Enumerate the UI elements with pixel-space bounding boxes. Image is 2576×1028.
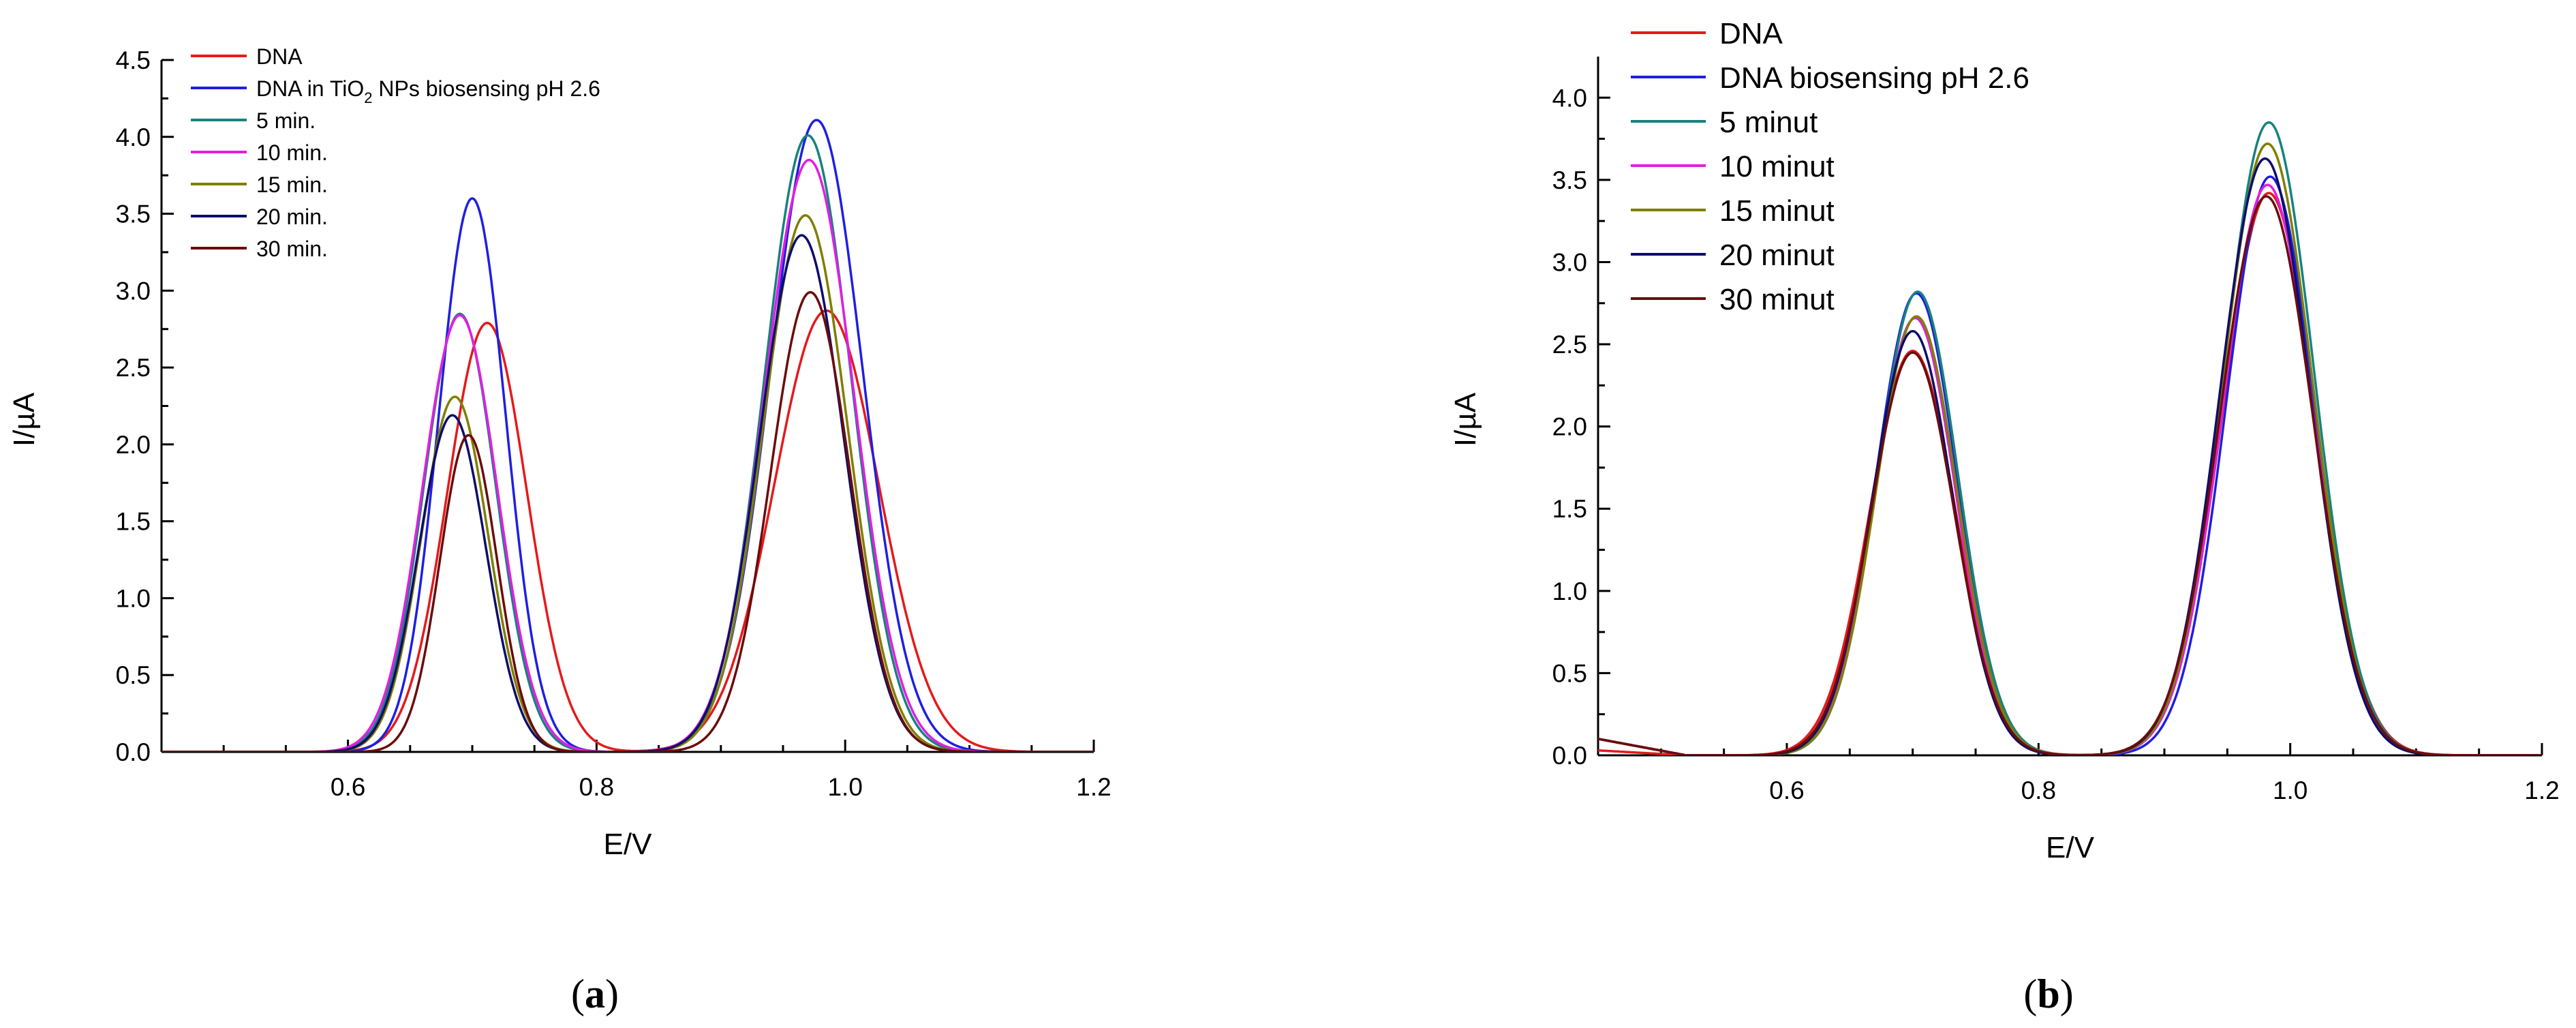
legend-label: DNA in TiO2 NPs biosensing pH 2.6 <box>256 76 600 106</box>
legend-label: DNA <box>256 44 303 69</box>
legend-label: DNA <box>1719 17 1783 50</box>
legend-label-text: 30 minut <box>1719 283 1835 316</box>
y-tick-label: 1.0 <box>1552 577 1587 605</box>
legend-label: 15 minut <box>1719 194 1835 228</box>
legend-label-text: 20 minut <box>1719 239 1835 272</box>
legend-label: 15 min. <box>256 172 328 197</box>
y-tick-label: 3.5 <box>1552 166 1587 194</box>
legend-label: 30 minut <box>1719 283 1835 316</box>
chart-panel-a: 0.0 0.5 1.0 1.5 2.0 2.5 3.0 3.5 4.0 4.5 0.6 0.8 1.0 1… <box>7 44 1111 1016</box>
legend-label-text: 5 min. <box>256 108 316 133</box>
legend-label-rest: NPs biosensing pH 2.6 <box>373 76 600 101</box>
y-tick-label: 3.0 <box>1552 248 1587 276</box>
legend-label: 30 min. <box>256 237 328 261</box>
legend-label: 10 min. <box>256 140 328 165</box>
y-tick-label: 1.5 <box>1552 495 1587 523</box>
legend-label-text: DNA <box>256 44 303 69</box>
x-tick-label: 1.0 <box>2273 776 2307 804</box>
y-tick-label: 0.0 <box>1552 742 1587 770</box>
y-tick-label: 3.5 <box>116 200 151 228</box>
y-tick-label: 2.0 <box>1552 413 1587 441</box>
legend-label: 20 minut <box>1719 239 1835 272</box>
legend-label-text: DNA biosensing pH 2.6 <box>1719 61 2029 95</box>
legend-label-text: 15 minut <box>1719 194 1835 228</box>
x-tick-label: 1.2 <box>2524 776 2559 804</box>
x-tick-label: 0.8 <box>2021 776 2056 804</box>
legend: DNA DNA biosensing pH 2.6 5 minut 10 minut 1… <box>1631 17 2029 316</box>
y-tick-label: 4.0 <box>116 123 151 151</box>
y-axis-label: I/µA <box>7 392 41 447</box>
legend-label: 20 min. <box>256 205 328 229</box>
legend-label: 10 minut <box>1719 150 1835 183</box>
x-tick-label: 0.6 <box>331 773 365 801</box>
series-line-7 <box>162 290 1094 752</box>
legend-label: 5 minut <box>1719 106 1818 139</box>
y-tick-label: 0.5 <box>1552 659 1587 687</box>
y-tick-label: 4.5 <box>116 46 151 74</box>
series-line-7 <box>1598 195 2542 755</box>
chart-panel-b: 0.0 0.5 1.0 1.5 2.0 2.5 3.0 3.5 4.0 0.6 0.8 1.0 1.2 E… <box>1449 17 2560 1016</box>
x-tick-label: 1.2 <box>1076 773 1111 801</box>
y-tick-label: 2.5 <box>1552 331 1587 359</box>
y-tick-label: 3.0 <box>116 277 151 305</box>
x-tick-label: 1.0 <box>827 773 862 801</box>
y-tick-label: 4.0 <box>1552 84 1587 112</box>
y-tick-label: 0.5 <box>116 661 151 689</box>
legend-label: 5 min. <box>256 108 316 133</box>
y-axis-label: I/µA <box>1449 392 1482 447</box>
legend-label-text: 10 min. <box>256 140 328 165</box>
panel-caption-letter: a <box>585 971 605 1016</box>
legend-label-text: 30 min. <box>256 237 328 261</box>
y-tick-label: 1.5 <box>116 508 151 536</box>
legend-label-text: 20 min. <box>256 205 328 229</box>
x-tick-label: 0.6 <box>1769 776 1804 804</box>
legend-label-text: 5 minut <box>1719 106 1818 139</box>
y-tick-label: 0.0 <box>116 738 151 766</box>
panel-caption: (b) <box>2023 971 2073 1016</box>
legend-label-text: 15 min. <box>256 172 328 197</box>
y-tick-label: 2.5 <box>116 354 151 382</box>
x-tick-label: 0.8 <box>579 773 614 801</box>
panel-caption-letter: b <box>2037 971 2059 1016</box>
y-tick-label: 2.0 <box>116 431 151 459</box>
x-axis-label: E/V <box>2046 831 2095 864</box>
x-axis-label: E/V <box>604 828 653 861</box>
legend-label-text: DNA in TiO <box>256 76 364 101</box>
legend-label: DNA biosensing pH 2.6 <box>1719 61 2029 95</box>
legend-label-text: DNA <box>1719 17 1783 50</box>
legend-label-subscript: 2 <box>364 89 372 106</box>
panel-caption: (a) <box>571 971 619 1016</box>
y-tick-label: 1.0 <box>116 584 151 612</box>
legend-label-text: 10 minut <box>1719 150 1835 183</box>
